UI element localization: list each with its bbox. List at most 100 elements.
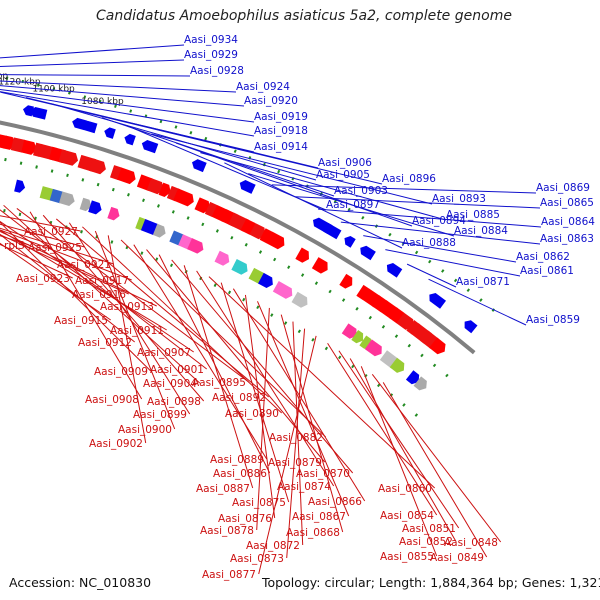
reverse-gene-label: Aasi_0908 [85, 394, 139, 406]
forward-gene-glyph [192, 159, 207, 173]
reverse-leader-line [257, 301, 350, 517]
reverse-leader-line [0, 220, 194, 353]
reverse-leader-line [338, 350, 460, 529]
topology-label: Topology: circular; Length: 1,884,364 bp… [262, 575, 600, 590]
reverse-leader-line [0, 230, 157, 307]
backbone-arc [0, 120, 476, 355]
reverse-gene-label: Aasi_0907 [137, 347, 191, 359]
reverse-leader-line [0, 209, 208, 370]
reverse-leader-line [171, 259, 354, 474]
forward-gene-label: Aasi_0924 [236, 81, 290, 93]
reverse-gene-glyph [146, 178, 164, 195]
forward-gene-label: Aasi_0859 [526, 314, 580, 326]
forward-gene-glyph [124, 133, 136, 146]
reverse-leader-line [82, 226, 283, 414]
forward-gene-label: Aasi_0914 [254, 141, 308, 153]
reverse-leader-line [183, 265, 254, 489]
forward-leader-line [0, 85, 245, 107]
forward-leader-line [0, 44, 185, 59]
colored-feature-glyph [413, 376, 427, 391]
forward-gene-label: Aasi_0929 [184, 49, 238, 61]
reverse-gene-label: Aasi_0902 [89, 438, 143, 450]
reverse-leader-line [0, 229, 167, 331]
forward-leader-line [340, 221, 541, 245]
reverse-gene-label: Aasi_0873 [230, 553, 284, 565]
reverse-leader-line [292, 321, 304, 546]
reverse-gene-label: Aasi_0915 [54, 315, 108, 327]
reverse-gene-glyph [158, 182, 171, 198]
reverse-leader-line [29, 211, 143, 400]
forward-gene-label: Aasi_0920 [244, 95, 298, 107]
reverse-leader-line [3, 204, 201, 384]
reverse-gene-glyph [194, 197, 210, 214]
forward-gene-glyph [322, 222, 342, 240]
forward-leader-line [76, 109, 383, 185]
forward-leader-line [406, 263, 457, 288]
reverse-gene-label: Aasi_0877 [202, 569, 256, 581]
colored-feature-glyph [152, 223, 166, 238]
colored-feature-glyph [258, 272, 273, 289]
reverse-gene-label: Aasi_0852 [399, 536, 453, 548]
reverse-leader-line [382, 382, 488, 558]
reverse-gene-glyph [311, 257, 328, 274]
reverse-leader-line [349, 358, 457, 542]
forward-gene-glyph [464, 320, 478, 334]
forward-leader-line [363, 235, 517, 263]
reverse-leader-line [0, 243, 73, 279]
reverse-gene-label: Aasi_0887 [196, 483, 250, 495]
reverse-gene-label: Aasi_0851 [402, 523, 456, 535]
forward-gene-label: Aasi_0888 [402, 237, 456, 249]
forward-gene-glyph [141, 139, 159, 154]
forward-leader-line [224, 162, 403, 249]
reverse-gene-label: Aasi_0872 [246, 540, 300, 552]
reverse-gene-label: Aasi_0909 [94, 366, 148, 378]
reverse-gene-label: Aasi_0848 [444, 537, 498, 549]
reverse-gene-label: Aasi_0855 [380, 551, 434, 563]
kbp-label: 1080 kbp [81, 97, 124, 107]
colored-feature-glyph [231, 259, 248, 275]
colored-feature-glyph [405, 370, 420, 385]
reverse-leader-line [68, 222, 191, 415]
reverse-gene-glyph [58, 149, 79, 166]
forward-gene-glyph [344, 235, 356, 248]
reverse-gene-glyph [396, 312, 414, 330]
reverse-gene-label: Aasi_0866 [308, 496, 362, 508]
forward-gene-glyph [386, 263, 403, 278]
colored-feature-glyph [187, 238, 204, 254]
forward-leader-line [0, 74, 191, 77]
forward-gene-label: Aasi_0865 [540, 197, 594, 209]
forward-gene-glyph [23, 105, 34, 117]
reverse-gene-glyph [249, 223, 266, 240]
forward-gene-label: Aasi_0893 [432, 193, 486, 205]
forward-gene-glyph [82, 120, 98, 134]
forward-gene-label: Aasi_0928 [190, 65, 244, 77]
reverse-leader-line [0, 221, 152, 372]
reverse-gene-label: Aasi_0870 [296, 468, 350, 480]
reverse-gene-label: Aasi_0904 [143, 378, 197, 390]
forward-gene-label: Aasi_0869 [536, 182, 590, 194]
forward-leader-line [428, 278, 527, 326]
colored-feature-glyph [364, 339, 382, 357]
forward-leader-line [151, 133, 433, 205]
forward-leader-line [0, 59, 185, 67]
reverse-leader-line [0, 234, 129, 295]
reverse-gene-label: Aasi_0899 [133, 409, 187, 421]
figure-title: Candidatus Amoebophilus asiaticus 5a2, c… [96, 8, 512, 24]
kbp-label: 1100 kbp [32, 85, 75, 95]
reverse-gene-glyph [295, 247, 309, 263]
colored-feature-glyph [291, 291, 308, 308]
reverse-leader-line [94, 230, 176, 430]
reverse-gene-label: Aasi_0927 [24, 226, 78, 238]
reverse-leader-line [280, 314, 344, 533]
colored-feature-glyph [79, 197, 92, 212]
reverse-gene-glyph [339, 273, 353, 289]
forward-leader-line [248, 173, 455, 237]
forward-gene-label: Aasi_0863 [540, 233, 594, 245]
forward-leader-line [25, 97, 319, 169]
colored-feature-glyph [389, 357, 405, 373]
forward-leader-line [0, 88, 255, 123]
reverse-leader-line [220, 282, 290, 503]
reverse-leader-line [0, 227, 114, 265]
colored-feature-glyph [88, 200, 102, 215]
